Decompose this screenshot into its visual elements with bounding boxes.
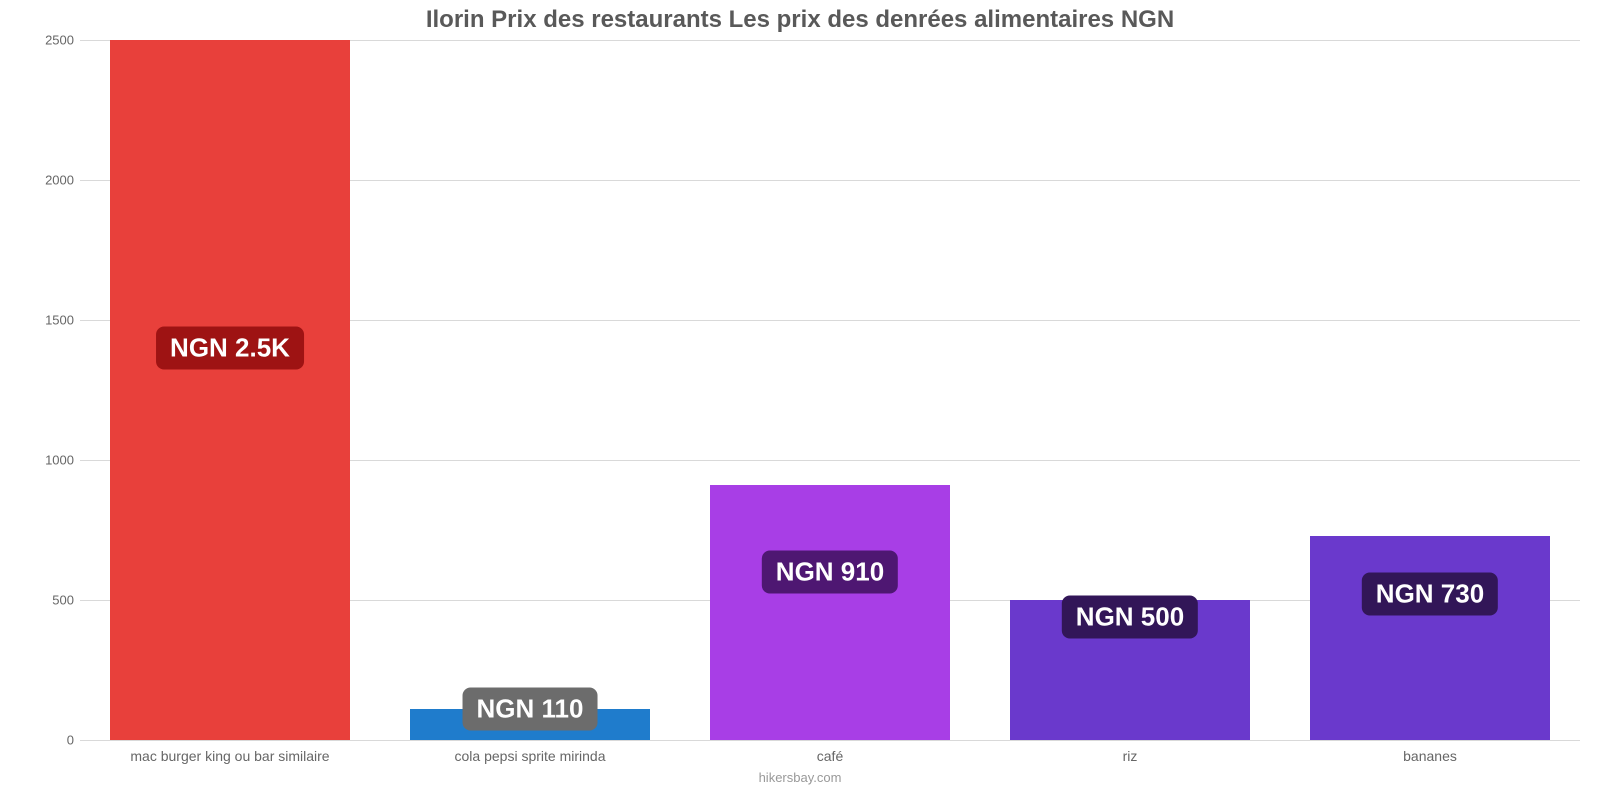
y-tick-label: 2500 <box>45 33 80 48</box>
bar <box>710 485 950 740</box>
chart-caption: hikersbay.com <box>759 770 842 785</box>
value-badge: NGN 2.5K <box>156 327 304 370</box>
y-tick-label: 1500 <box>45 313 80 328</box>
value-badge: NGN 910 <box>762 551 898 594</box>
plot-area: 05001000150020002500 mac burger king ou … <box>80 40 1580 740</box>
y-tick-label: 1000 <box>45 453 80 468</box>
value-badge: NGN 500 <box>1062 595 1198 638</box>
bar-slot: mac burger king ou bar similaireNGN 2.5K <box>80 40 380 740</box>
bar <box>110 40 350 740</box>
bar-slot: cola pepsi sprite mirindaNGN 110 <box>380 40 680 740</box>
chart-title: Ilorin Prix des restaurants Les prix des… <box>0 0 1600 34</box>
y-tick-label: 0 <box>67 733 80 748</box>
x-axis-label: riz <box>1123 740 1138 764</box>
y-tick-label: 2000 <box>45 173 80 188</box>
bar-slot: caféNGN 910 <box>680 40 980 740</box>
bar-slot: rizNGN 500 <box>980 40 1280 740</box>
value-badge: NGN 110 <box>463 688 598 731</box>
bars-container: mac burger king ou bar similaireNGN 2.5K… <box>80 40 1580 740</box>
value-badge: NGN 730 <box>1362 573 1498 616</box>
x-axis-label: cola pepsi sprite mirinda <box>455 740 606 764</box>
bar-slot: bananesNGN 730 <box>1280 40 1580 740</box>
x-axis-label: mac burger king ou bar similaire <box>130 740 329 764</box>
x-axis-label: café <box>817 740 843 764</box>
x-axis-label: bananes <box>1403 740 1457 764</box>
bar <box>1310 536 1550 740</box>
y-tick-label: 500 <box>52 593 80 608</box>
